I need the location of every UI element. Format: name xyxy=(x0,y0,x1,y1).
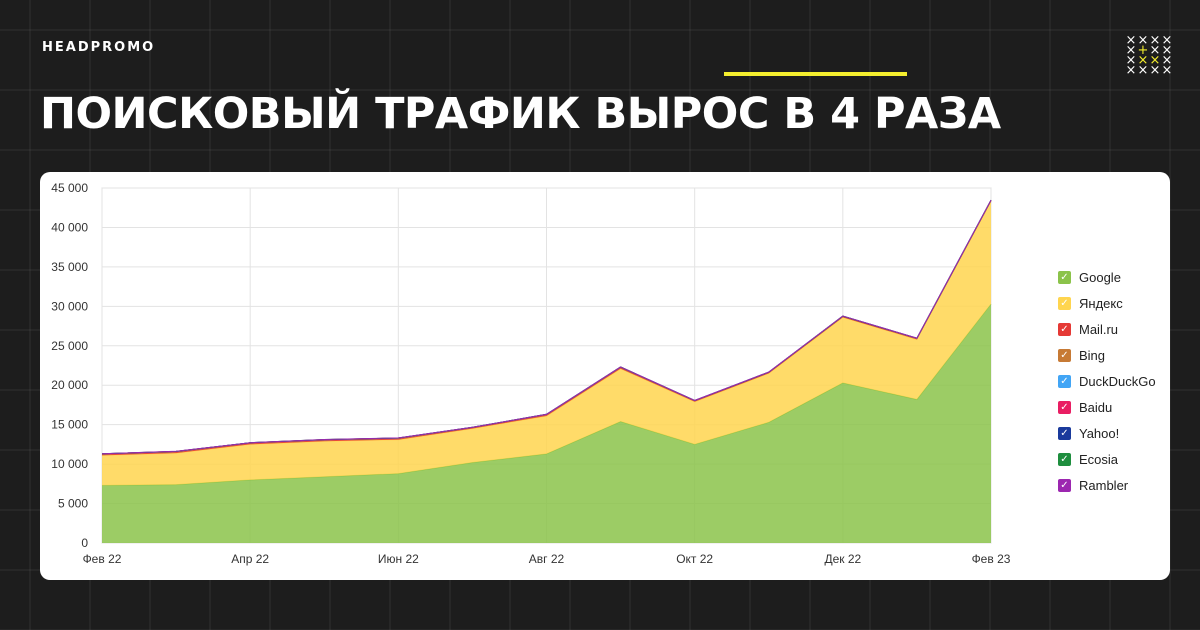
legend-label: Yahoo! xyxy=(1079,426,1120,442)
legend-label: Baidu xyxy=(1079,400,1113,416)
legend-checkbox-icon[interactable]: ✓ xyxy=(1058,374,1071,388)
y-tick-label: 0 xyxy=(81,536,88,550)
y-tick-label: 15 000 xyxy=(51,418,88,432)
x-tick-label: Дек 22 xyxy=(824,552,861,566)
x-tick-label: Окт 22 xyxy=(676,552,713,566)
legend-checkbox-icon[interactable]: ✓ xyxy=(1058,479,1071,493)
chart-legend: ✓ Google ✓ Яндекс ✓ Mail.ru ✓ Bing ✓ DuckDuckGo ✓ B… xyxy=(1058,264,1156,499)
y-tick-label: 20 000 xyxy=(51,378,88,392)
x-tick-label: Фев 22 xyxy=(83,552,122,566)
y-tick-label: 45 000 xyxy=(51,181,88,195)
legend-checkbox-icon[interactable]: ✓ xyxy=(1058,296,1071,310)
chart-card: 0 5 000 10 000 15 000 20 000 25 000 30 000 35 0… xyxy=(40,172,1170,580)
brand-mark-icon: × × × × × + × × × × × × × × × × xyxy=(1125,33,1173,78)
area-series-яндекс xyxy=(102,201,991,486)
y-tick-label: 30 000 xyxy=(51,299,88,313)
y-tick-label: 5 000 xyxy=(58,497,88,511)
legend-item[interactable]: ✓ Google xyxy=(1058,264,1156,290)
y-tick-label: 35 000 xyxy=(51,260,88,274)
legend-item[interactable]: ✓ Ecosia xyxy=(1058,447,1156,473)
legend-item[interactable]: ✓ Яндекс xyxy=(1058,290,1156,316)
y-tick-label: 40 000 xyxy=(51,220,88,234)
legend-item[interactable]: ✓ Mail.ru xyxy=(1058,316,1156,342)
legend-label: Ecosia xyxy=(1079,452,1119,468)
legend-checkbox-icon[interactable]: ✓ xyxy=(1058,348,1071,362)
accent-line xyxy=(724,72,907,76)
legend-checkbox-icon[interactable]: ✓ xyxy=(1058,270,1071,284)
legend-label: Яндекс xyxy=(1079,295,1123,311)
legend-checkbox-icon[interactable]: ✓ xyxy=(1058,453,1071,467)
legend-item[interactable]: ✓ Bing xyxy=(1058,342,1156,368)
x-tick-label: Апр 22 xyxy=(231,552,269,566)
x-tick-label: Авг 22 xyxy=(529,552,565,566)
x-tick-label: Фев 23 xyxy=(972,552,1011,566)
legend-checkbox-icon[interactable]: ✓ xyxy=(1058,401,1071,415)
y-tick-label: 10 000 xyxy=(51,457,88,471)
x-tick-label: Июн 22 xyxy=(378,552,419,566)
legend-item[interactable]: ✓ Rambler xyxy=(1058,473,1156,499)
brand-logo-text: HEADPROMO xyxy=(42,40,156,55)
legend-label: Google xyxy=(1079,269,1121,285)
y-tick-label: 25 000 xyxy=(51,339,88,353)
legend-item[interactable]: ✓ Baidu xyxy=(1058,394,1156,420)
legend-checkbox-icon[interactable]: ✓ xyxy=(1058,427,1071,441)
page-title: ПОИСКОВЫЙ ТРАФИК ВЫРОС В 4 РАЗА xyxy=(40,89,1001,139)
legend-item[interactable]: ✓ Yahoo! xyxy=(1058,421,1156,447)
legend-item[interactable]: ✓ DuckDuckGo xyxy=(1058,368,1156,394)
legend-label: DuckDuckGo xyxy=(1079,373,1156,389)
area-series-google xyxy=(102,304,991,543)
legend-checkbox-icon[interactable]: ✓ xyxy=(1058,322,1071,336)
legend-label: Bing xyxy=(1079,347,1106,363)
area-line-rambler xyxy=(101,199,992,455)
chart: 0 5 000 10 000 15 000 20 000 25 000 30 000 35 0… xyxy=(51,181,1011,566)
legend-label: Mail.ru xyxy=(1079,321,1119,337)
legend-label: Rambler xyxy=(1079,478,1129,494)
